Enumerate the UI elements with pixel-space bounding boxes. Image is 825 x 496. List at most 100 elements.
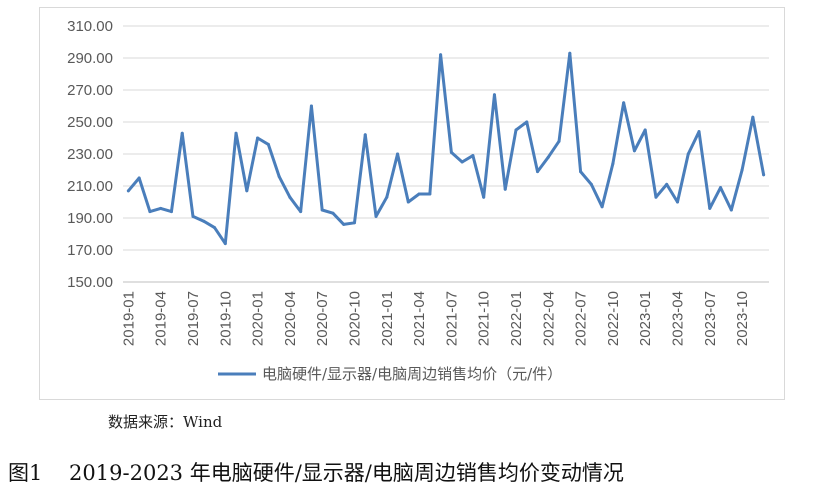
data-point <box>525 120 529 124</box>
x-tick-label: 2019-04 <box>153 291 170 346</box>
data-point <box>482 195 486 199</box>
x-tick-label: 2022-01 <box>508 291 525 346</box>
data-point <box>697 130 701 134</box>
data-point <box>492 93 496 97</box>
data-point <box>374 214 378 218</box>
x-tick-label: 2019-07 <box>185 291 202 346</box>
data-point <box>719 186 723 190</box>
data-point <box>708 206 712 210</box>
data-point <box>568 51 572 55</box>
data-point <box>460 160 464 164</box>
series-line <box>126 51 766 246</box>
data-point <box>417 192 421 196</box>
data-point <box>589 182 593 186</box>
data-point <box>266 142 270 146</box>
data-point <box>600 205 604 209</box>
data-point <box>245 189 249 193</box>
y-tick-label: 270.00 <box>67 82 113 99</box>
x-tick-label: 2021-10 <box>476 291 493 346</box>
x-tick-label: 2023-07 <box>702 291 719 346</box>
data-point <box>342 222 346 226</box>
data-point <box>665 182 669 186</box>
data-point <box>309 104 313 108</box>
x-tick-label: 2019-01 <box>120 291 137 346</box>
data-point <box>654 195 658 199</box>
data-point <box>536 170 540 174</box>
data-point <box>191 214 195 218</box>
y-tick-label: 170.00 <box>67 242 113 259</box>
data-point <box>675 200 679 204</box>
y-tick-label: 210.00 <box>67 178 113 195</box>
x-tick-label: 2023-04 <box>669 291 686 346</box>
data-point <box>363 133 367 137</box>
data-point <box>740 168 744 172</box>
x-tick-label: 2023-10 <box>734 291 751 346</box>
data-point <box>385 195 389 199</box>
figure-caption: 图1 2019-2023 年电脑硬件/显示器/电脑周边销售均价变动情况 <box>8 461 624 485</box>
y-tick-label: 190.00 <box>67 210 113 227</box>
data-point <box>514 128 518 132</box>
data-point <box>396 152 400 156</box>
data-point <box>406 200 410 204</box>
data-point <box>234 131 238 135</box>
y-tick-label: 250.00 <box>67 114 113 131</box>
data-point <box>439 53 443 57</box>
x-tick-label: 2022-10 <box>605 291 622 346</box>
data-point <box>352 221 356 225</box>
y-tick-label: 230.00 <box>67 146 113 163</box>
legend-label: 电脑硬件/显示器/电脑周边销售均价（元/件） <box>262 365 562 383</box>
data-point <box>751 115 755 119</box>
x-tick-label: 2020-04 <box>282 291 299 346</box>
data-point <box>126 189 130 193</box>
chart-frame: 150.00 170.00 190.00 210.00 230.00 250.00 270.… <box>39 7 785 400</box>
data-point <box>299 210 303 214</box>
y-tick-label: 310.00 <box>67 18 113 35</box>
series-layer <box>126 51 766 246</box>
data-point <box>622 101 626 105</box>
data-point <box>557 139 561 143</box>
x-tick-label: 2020-07 <box>314 291 331 346</box>
data-point <box>546 155 550 159</box>
data-point <box>159 206 163 210</box>
x-tick-label: 2021-07 <box>443 291 460 346</box>
data-point <box>428 192 432 196</box>
data-point <box>213 226 217 230</box>
data-point <box>471 154 475 158</box>
x-tick-label: 2022-04 <box>540 291 557 346</box>
x-tick-label: 2020-01 <box>250 291 267 346</box>
data-point <box>611 162 615 166</box>
data-point <box>180 131 184 135</box>
data-point <box>729 208 733 212</box>
gridlines <box>123 25 769 283</box>
x-tick-label: 2019-10 <box>217 291 234 346</box>
line-chart: 150.00 170.00 190.00 210.00 230.00 250.00 270.… <box>67 18 769 383</box>
data-point <box>320 208 324 212</box>
x-tick-label: 2021-01 <box>379 291 396 346</box>
data-point <box>169 210 173 214</box>
data-point <box>686 152 690 156</box>
legend: 电脑硬件/显示器/电脑周边销售均价（元/件） <box>218 365 562 383</box>
data-point <box>503 187 507 191</box>
x-tick-label: 2021-04 <box>411 291 428 346</box>
x-tick-label: 2023-01 <box>637 291 654 346</box>
data-point <box>579 170 583 174</box>
y-axis-ticks: 150.00 170.00 190.00 210.00 230.00 250.00 270.… <box>67 18 113 291</box>
x-axis-ticks: 2019-01 2019-04 2019-07 2019-10 2020-01 2020-… <box>120 291 751 346</box>
x-tick-label: 2022-07 <box>573 291 590 346</box>
data-point <box>762 173 766 177</box>
data-point <box>331 211 335 215</box>
y-tick-label: 290.00 <box>67 50 113 67</box>
y-tick-label: 150.00 <box>67 274 113 291</box>
data-point <box>256 136 260 140</box>
source-note: 数据来源：Wind <box>108 413 223 431</box>
data-point <box>277 174 281 178</box>
data-point <box>223 242 227 246</box>
data-point <box>288 195 292 199</box>
data-point <box>449 150 453 154</box>
data-point <box>632 149 636 153</box>
data-point <box>202 219 206 223</box>
x-tick-label: 2020-10 <box>346 291 363 346</box>
data-point <box>643 128 647 132</box>
data-point <box>148 210 152 214</box>
data-point <box>137 176 141 180</box>
